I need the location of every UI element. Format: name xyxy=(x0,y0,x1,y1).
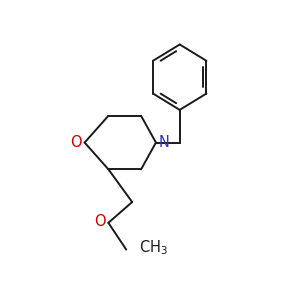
Text: N: N xyxy=(159,135,170,150)
Text: CH$_3$: CH$_3$ xyxy=(139,238,168,256)
Text: O: O xyxy=(70,135,82,150)
Text: O: O xyxy=(94,214,106,229)
